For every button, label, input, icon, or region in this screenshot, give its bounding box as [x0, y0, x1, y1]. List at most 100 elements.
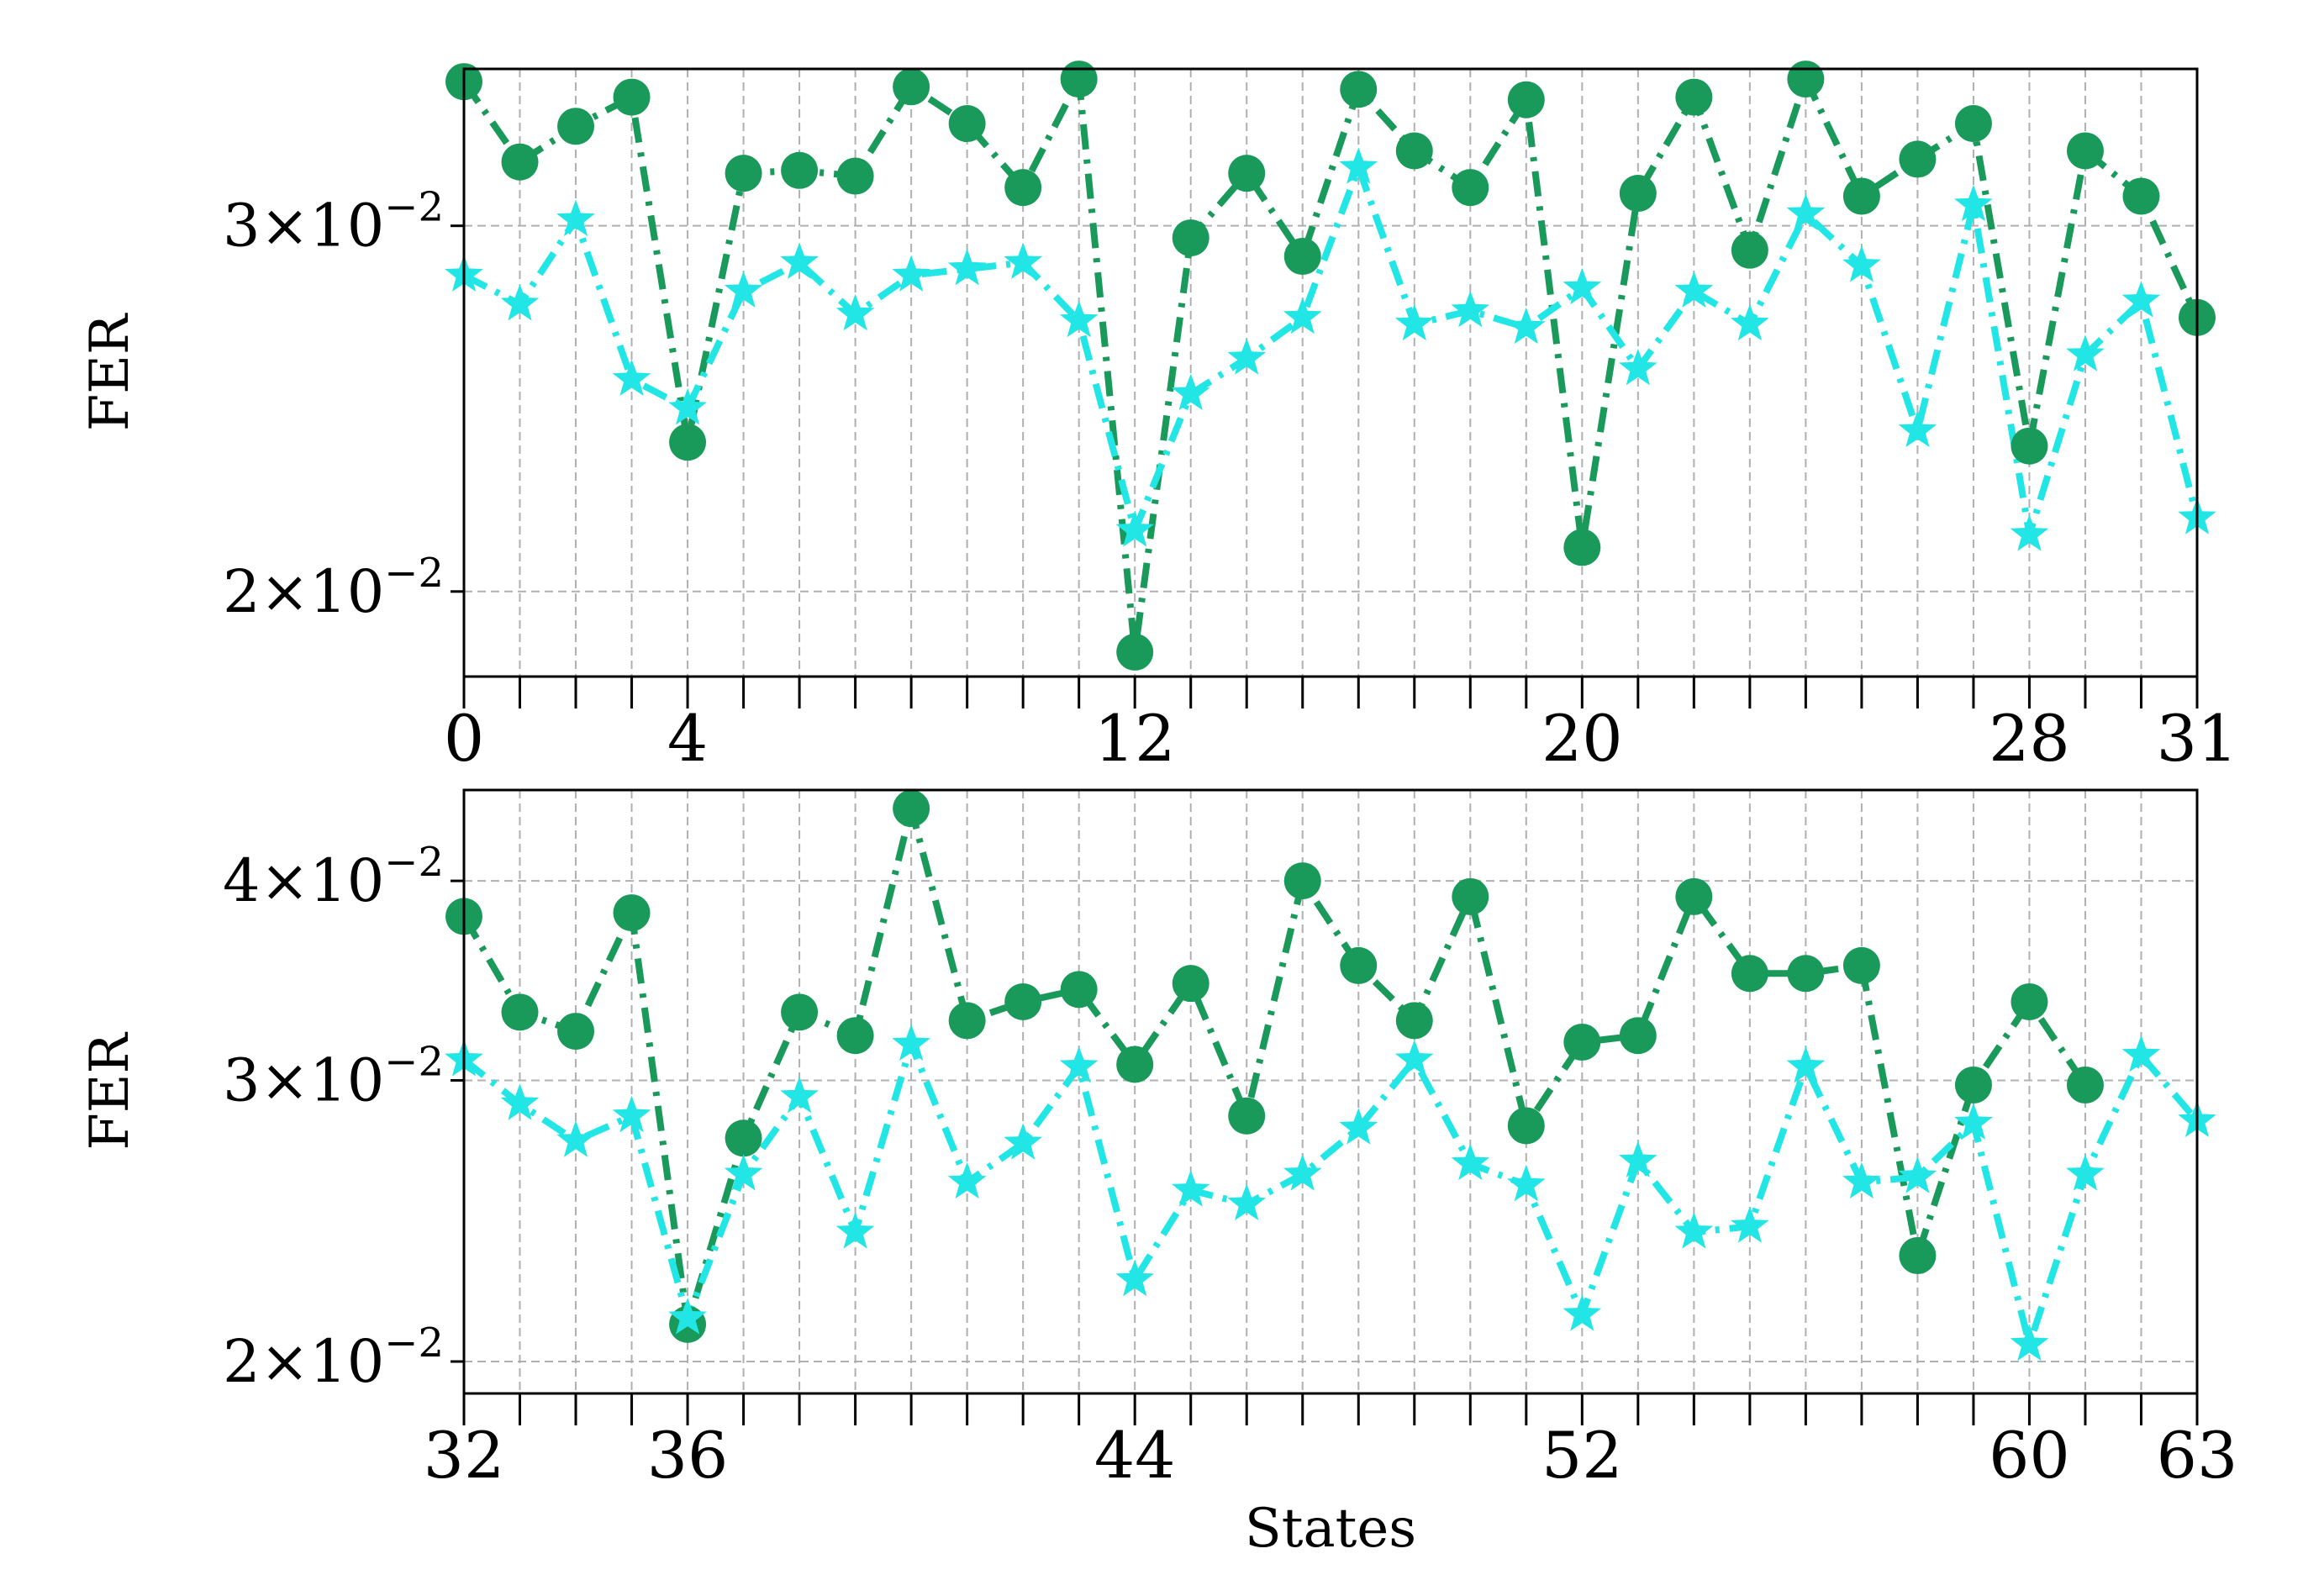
- bottom-panel-circle-marker: [781, 993, 819, 1031]
- top-panel-circle-marker: [2011, 427, 2048, 465]
- bottom-panel-x-tick-label: 44: [1094, 1418, 1176, 1493]
- bottom-panel-star-marker: [835, 1212, 875, 1249]
- bottom-panel-star-marker: [2066, 1154, 2105, 1191]
- top-panel-y-axis-label: FER: [79, 313, 141, 431]
- bottom-panel-star-marker: [780, 1076, 819, 1114]
- bottom-panel-star-marker: [1451, 1143, 1490, 1181]
- bottom-panel-y-tick-label: 4×10−2: [223, 839, 444, 915]
- bottom-panel-star-marker: [1394, 1040, 1434, 1077]
- bottom-panel-star-marker: [1059, 1046, 1099, 1083]
- top-panel-frame: [462, 67, 2199, 678]
- top-panel-y-tick-label: 2×10−2: [223, 550, 444, 626]
- bottom-panel-star-marker: [1563, 1294, 1602, 1331]
- top-panel-circle-marker: [1452, 169, 1489, 207]
- bottom-panel-circle-marker: [1954, 1066, 1992, 1104]
- top-panel-star-marker: [1898, 410, 1937, 447]
- bottom-panel-x-tick-label: 36: [647, 1418, 729, 1493]
- bottom-panel-grid: [464, 790, 2197, 1393]
- bottom-panel-star-marker: [2121, 1035, 2161, 1072]
- bottom-panel-circle-marker: [1842, 946, 1880, 984]
- bottom-panel-star-marker: [1898, 1156, 1937, 1193]
- top-panel-circle-marker: [1172, 219, 1209, 257]
- bottom-panel-circle-marker: [1452, 877, 1489, 915]
- top-panel-x-tick-labels: 0 4 12 20 28 31: [444, 701, 2238, 776]
- bottom-panel-y-tick-label: 2×10−2: [223, 1319, 444, 1396]
- bottom-panel-star-marker: [1507, 1164, 1546, 1202]
- top-panel-ticks: [451, 224, 2199, 708]
- bottom-panel-star-marker: [1339, 1108, 1378, 1145]
- top-panel-circle-marker: [725, 155, 762, 192]
- top-panel-circle-marker: [1507, 81, 1545, 119]
- top-panel-circle-marker: [2066, 132, 2104, 170]
- bottom-panel-star-marker: [1115, 1259, 1154, 1297]
- top-panel: 0 4 12 20 28 31 2×10−2 3×10−2 FER: [79, 61, 2237, 776]
- top-panel-x-tick-label: 28: [1989, 701, 2070, 776]
- bottom-panel-circle-marker: [2011, 982, 2048, 1020]
- bottom-panel-circle-marker: [1619, 1017, 1657, 1055]
- top-panel-circle-marker: [1619, 175, 1657, 213]
- bottom-panel-circle-marker: [613, 894, 651, 932]
- bottom-panel-star-marker: [668, 1298, 707, 1335]
- top-panel-star-series-line: [462, 164, 2200, 539]
- top-panel-star-marker: [668, 388, 707, 425]
- bottom-panel-star-marker: [2010, 1324, 2049, 1362]
- bottom-panel-y-axis-label: FER: [79, 1032, 141, 1151]
- top-panel-x-tick-label: 31: [2157, 701, 2238, 776]
- bottom-panel-x-tick-label: 60: [1989, 1418, 2070, 1493]
- bottom-panel-markers: [445, 790, 2216, 1362]
- top-panel-circle-marker: [836, 157, 874, 195]
- top-panel-star-marker: [1227, 338, 1267, 375]
- top-panel-x-tick-label: 12: [1094, 701, 1176, 776]
- bottom-panel-circle-marker: [1340, 946, 1378, 984]
- top-panel-star-marker: [1619, 348, 1657, 386]
- top-panel-circle-marker: [501, 143, 539, 181]
- top-panel-star-marker: [1059, 300, 1099, 338]
- bottom-panel-star-marker: [947, 1161, 987, 1199]
- top-panel-x-tick-label: 0: [444, 701, 484, 776]
- top-panel-star-marker: [1339, 147, 1378, 184]
- top-panel-x-tick-label: 4: [667, 701, 708, 776]
- top-panel-star-marker: [724, 271, 763, 308]
- bottom-panel-x-tick-label: 52: [1541, 1418, 1623, 1493]
- bottom-panel: 32 36 44 52 60 63 2×10−2 3×10−2 4×10−2 FER Stat…: [79, 788, 2238, 1560]
- bottom-panel-star-marker: [892, 1024, 930, 1061]
- top-panel-y-tick-labels: 2×10−2 3×10−2: [223, 184, 444, 626]
- top-panel-circle-marker: [781, 151, 819, 189]
- bottom-panel-circle-marker: [1899, 1237, 1937, 1275]
- bottom-panel-star-marker: [1171, 1170, 1210, 1207]
- top-panel-star-marker: [500, 284, 540, 321]
- bottom-panel-x-tick-label: 32: [424, 1418, 505, 1493]
- bottom-panel-star-marker: [612, 1095, 651, 1133]
- bottom-panel-star-marker: [1619, 1140, 1657, 1177]
- bottom-panel-circle-marker: [1507, 1107, 1545, 1145]
- bottom-panel-x-tick-labels: 32 36 44 52 60 63: [424, 1418, 2238, 1493]
- bottom-panel-star-marker: [1004, 1123, 1042, 1160]
- top-panel-circle-marker: [1899, 140, 1937, 178]
- top-panel-star-marker: [780, 242, 819, 279]
- top-panel-circle-marker: [893, 68, 930, 106]
- bottom-panel-circle-marker: [1228, 1097, 1266, 1135]
- top-panel-circle-marker: [1731, 231, 1768, 269]
- bottom-panel-star-marker: [1283, 1154, 1322, 1191]
- bottom-panel-circle-marker: [1172, 965, 1209, 1003]
- bottom-panel-circle-marker: [501, 993, 539, 1031]
- top-panel-circle-marker: [1395, 132, 1433, 170]
- top-panel-star-marker: [556, 199, 595, 236]
- top-panel-star-marker: [1842, 245, 1881, 282]
- bottom-panel-star-marker: [1227, 1183, 1267, 1220]
- bottom-panel-star-marker: [500, 1083, 540, 1120]
- top-panel-circle-marker: [1060, 61, 1098, 98]
- bottom-panel-circle-marker: [1283, 862, 1321, 900]
- bottom-panel-circle-marker: [1395, 1002, 1433, 1040]
- top-panel-star-marker: [1115, 510, 1154, 547]
- top-panel-star-marker: [2066, 334, 2105, 371]
- top-panel-star-marker: [1394, 303, 1434, 341]
- bottom-panel-circle-marker: [1004, 982, 1042, 1020]
- top-panel-circle-marker: [1787, 61, 1825, 98]
- bottom-panel-circle-marker: [1675, 877, 1713, 915]
- top-panel-circle-marker: [1116, 633, 1154, 671]
- top-panel-star-marker: [1283, 297, 1322, 334]
- bottom-panel-circle-marker: [2066, 1066, 2104, 1104]
